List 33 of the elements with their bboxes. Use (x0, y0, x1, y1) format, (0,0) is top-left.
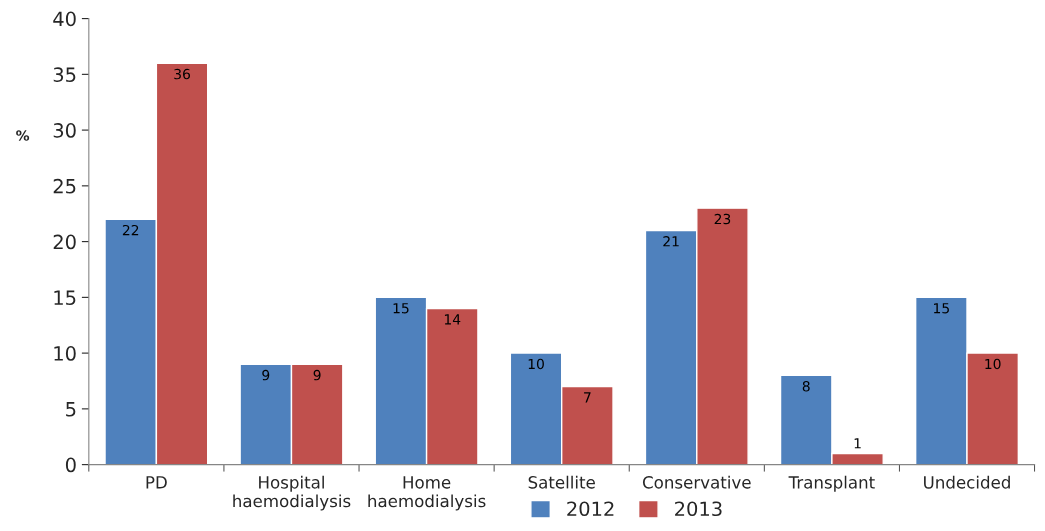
y-tick-label: 40 (53, 11, 76, 27)
data-label: 7 (584, 392, 591, 403)
x-tick-label: Satellite (528, 475, 595, 489)
legend-label: 2012 (567, 501, 614, 517)
data-label: 14 (444, 314, 461, 325)
data-label: 1 (854, 438, 861, 449)
data-label: 15 (393, 303, 409, 314)
y-tick-label: 30 (53, 123, 76, 138)
data-label: 22 (122, 224, 139, 236)
y-tick-label: 15 (54, 290, 76, 306)
x-tick-label: Transplant (788, 475, 875, 492)
y-axis-title: % (16, 130, 30, 141)
x-tick-label: Hospital haemodialysis (233, 475, 351, 511)
y-tick-label: 35 (53, 67, 76, 82)
y-tick-label: 5 (66, 402, 76, 417)
data-label: 9 (262, 369, 270, 381)
y-tick-label: 0 (65, 457, 76, 473)
data-label: 8 (802, 381, 810, 392)
legend-label: 2013 (675, 501, 722, 517)
y-tick-label: 25 (53, 178, 76, 194)
data-label: 10 (528, 358, 544, 370)
data-label: 9 (313, 369, 321, 381)
data-label: 15 (934, 303, 949, 314)
data-label: 21 (663, 236, 679, 247)
data-label: 10 (985, 358, 1001, 370)
data-label: 36 (174, 68, 191, 80)
data-label: 23 (714, 213, 731, 225)
x-tick-label: Home haemodialysis (368, 476, 486, 511)
x-tick-label: Undecided (924, 475, 1010, 489)
y-tick-label: 20 (53, 234, 76, 250)
y-tick-label: 10 (54, 346, 76, 361)
x-tick-label: Conservative (642, 475, 751, 489)
x-tick-label: PD (146, 476, 167, 489)
